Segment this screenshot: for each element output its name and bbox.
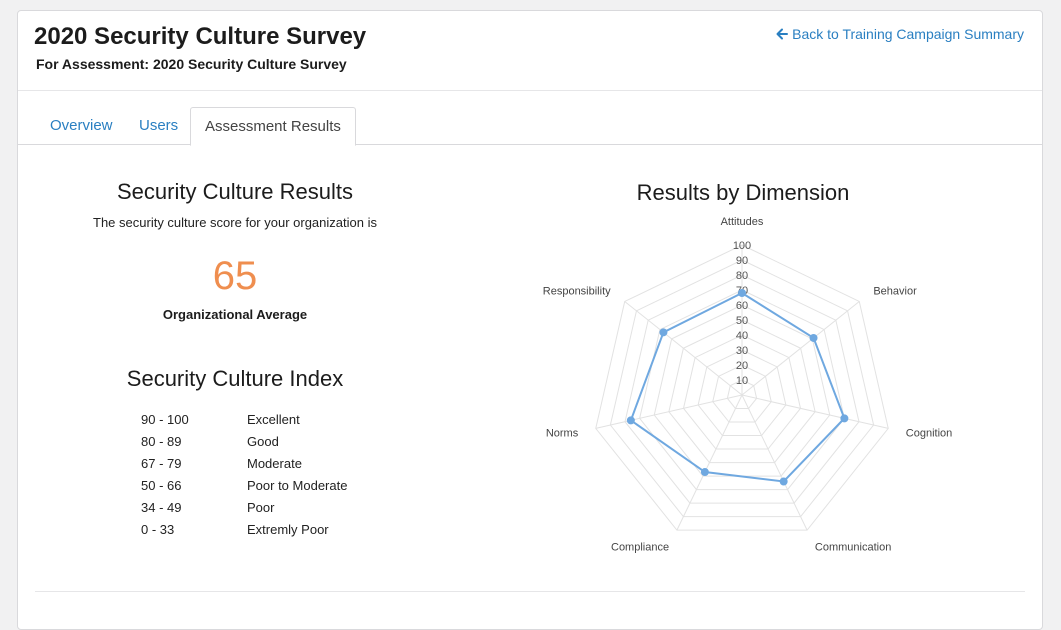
radar-data-point [738,289,746,297]
radar-spoke [676,394,743,531]
radar-tick-label: 80 [736,270,748,282]
back-link-label: Back to Training Campaign Summary [792,26,1024,42]
radar-series-line [629,291,846,483]
radar-category-label: Responsibility [543,285,611,297]
index-rating: Excellent [247,412,300,427]
index-range: 80 - 89 [141,434,182,449]
tab-assessment-results[interactable]: Assessment Results [190,107,356,146]
radar-category-label: Communication [815,541,891,553]
arrow-left-icon [776,28,789,40]
tab-overview[interactable]: Overview [50,117,113,134]
divider [35,591,1025,592]
index-range: 67 - 79 [141,456,182,471]
radar-category-label: Compliance [611,541,669,553]
tab-users[interactable]: Users [139,117,179,134]
index-range: 90 - 100 [141,412,189,427]
radar-tick-label: 10 [736,375,748,387]
radar-grid-ring [624,274,860,504]
radar-chart: 102030405060708090100AttitudesBehaviorCo… [543,216,952,553]
radar-grid-ring [726,379,758,410]
results-description: The security culture score for your orga… [93,215,377,230]
radar-spoke [624,301,743,396]
radar-data-point [779,477,788,486]
page-header: 2020 Security Culture Survey For Assessm… [18,11,1042,91]
radar-grid-ring [712,364,772,423]
index-range: 50 - 66 [141,478,182,493]
assessment-card: 2020 Security Culture Survey For Assessm… [17,10,1043,630]
radar-category-label: Attitudes [721,216,764,228]
radar-data-point [626,416,635,425]
radar-tick-label: 40 [736,330,748,342]
index-rating: Extremly Poor [247,522,329,537]
radar-spoke [741,301,860,396]
index-range: 34 - 49 [141,500,182,515]
radar-tick-label: 20 [736,360,748,372]
dimension-results-panel: Results by Dimension 1020304050607080901… [518,145,1028,605]
radar-grid-ring [682,334,802,450]
radar-chart-title: Results by Dimension [636,180,850,205]
radar-spoke [741,394,808,531]
index-rating: Poor to Moderate [247,478,348,493]
tab-bar: Overview Users Assessment Results [18,107,1042,146]
radar-category-label: Norms [546,427,579,439]
radar-grid-ring [595,244,889,531]
radar-grid-ring [609,259,875,518]
radar-tick-label: 60 [736,300,748,312]
radar-tick-label: 90 [736,255,748,267]
page-subtitle: For Assessment: 2020 Security Culture Su… [36,56,347,72]
radar-tick-label: 30 [736,345,748,357]
index-rating: Poor [247,500,275,515]
radar-data-point [809,333,818,342]
radar-spoke [595,394,743,429]
radar-spoke [741,394,889,429]
organization-score: 65 [212,254,258,298]
results-heading: Security Culture Results [117,179,353,204]
radar-data-point [700,468,709,477]
page-title: 2020 Security Culture Survey [34,23,367,50]
index-rating: Moderate [247,456,302,471]
radar-data-point [659,328,668,337]
index-range: 0 - 33 [141,522,175,537]
radar-category-label: Behavior [873,285,917,297]
radar-grid-ring [668,319,816,464]
index-heading: Security Culture Index [126,366,344,391]
radar-grid-ring [639,289,845,491]
radar-grid-ring [697,349,787,437]
index-rating: Good [247,434,279,449]
radar-tick-label: 100 [733,240,751,252]
radar-tick-label: 50 [736,315,748,327]
back-to-summary-link[interactable]: Back to Training Campaign Summary [776,26,1024,42]
radar-category-label: Cognition [906,427,952,439]
radar-data-point [840,414,849,423]
score-label: Organizational Average [162,307,308,322]
